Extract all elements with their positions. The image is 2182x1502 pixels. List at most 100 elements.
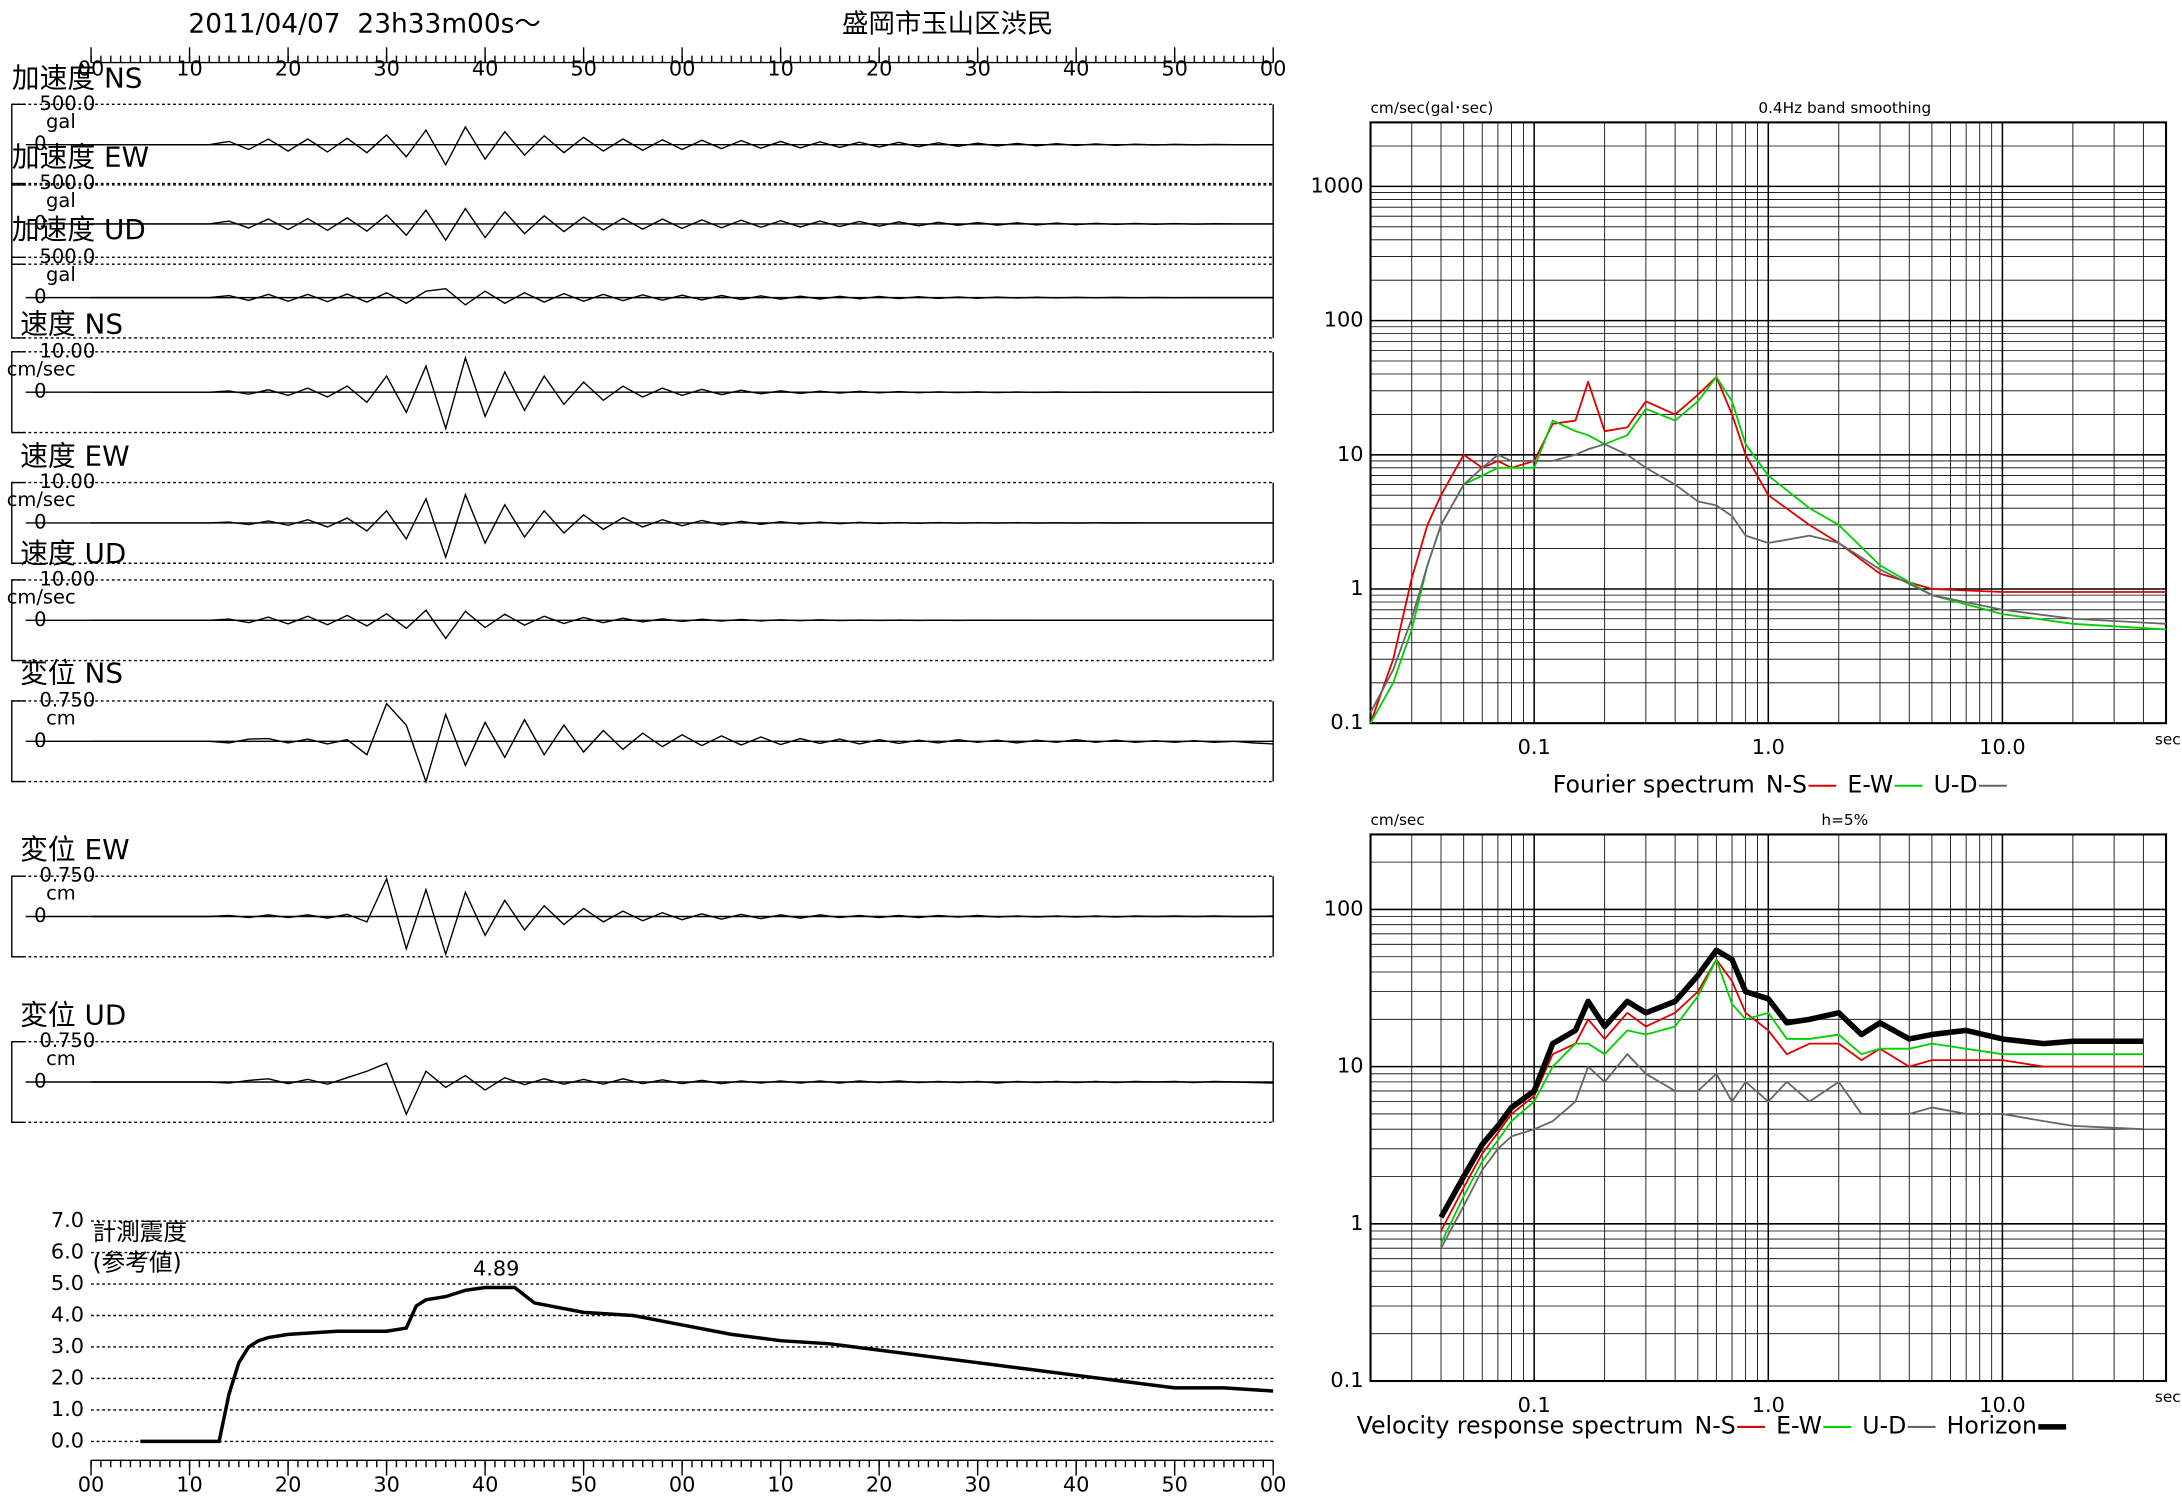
- spectrum-line: [1369, 376, 2167, 724]
- x-tick-label: 00: [78, 1472, 105, 1496]
- x-tick-label: 50: [1161, 57, 1188, 81]
- y-tick-label: 0: [34, 285, 46, 308]
- y-tick-label: 0: [34, 729, 46, 752]
- y-tick-label: 100: [1324, 896, 1364, 920]
- y-tick-label: 2.0: [51, 1365, 84, 1389]
- x-tick-label: 30: [373, 57, 400, 81]
- y-tick-label: 10.00: [39, 339, 95, 362]
- x-tick-label: 20: [866, 1472, 893, 1496]
- spectrum-line: [1440, 958, 2144, 1244]
- legend-label: N-S: [1766, 770, 1807, 798]
- unit-label: gal: [46, 189, 76, 212]
- y-tick-label: 10: [1337, 1054, 1364, 1078]
- x-axis-label: sec: [2155, 730, 2181, 748]
- y-tick-label: 0.1: [1330, 1368, 1363, 1392]
- x-tick-label: 00: [669, 1472, 696, 1496]
- y-tick-label: 0.1: [1330, 710, 1363, 734]
- legend-title: Fourier spectrum: [1553, 770, 1755, 798]
- x-tick-label: 10.0: [1979, 735, 2025, 759]
- y-tick-label: 3.0: [51, 1334, 84, 1358]
- x-tick-label: 00: [1260, 1472, 1287, 1496]
- y-tick-label: 0: [34, 211, 46, 234]
- x-tick-label: 10.0: [1979, 1393, 2025, 1417]
- y-tick-label: 7.0: [51, 1208, 84, 1232]
- y-tick-label: 10.00: [39, 567, 95, 590]
- plot-frame: [1369, 833, 2168, 1383]
- trace-title: 変位 UD: [20, 999, 126, 1032]
- y-tick-label: 4.0: [51, 1302, 84, 1326]
- trace-title: 変位 NS: [20, 657, 123, 690]
- plot-frame: [1369, 121, 2168, 725]
- unit-label: cm: [46, 707, 76, 730]
- y-tick-label: 0.750: [39, 864, 95, 887]
- x-tick-label: 0.1: [1518, 735, 1551, 759]
- y-tick-label: 0.750: [39, 688, 95, 711]
- y-tick-label: 500.0: [39, 171, 95, 194]
- unit-label: cm/sec: [7, 357, 76, 380]
- spectrum-line: [1440, 958, 2144, 1232]
- x-tick-label: 40: [472, 57, 499, 81]
- legend-label: Horizon: [1947, 1411, 2037, 1439]
- y-tick-label: 0: [34, 510, 46, 533]
- x-tick-label: 20: [275, 1472, 302, 1496]
- y-tick-label: 0: [34, 1069, 46, 1092]
- y-tick-label: 0.0: [51, 1428, 84, 1452]
- x-tick-label: 00: [669, 57, 696, 81]
- waveform-line: [91, 1062, 1274, 1117]
- x-tick-label: 0.1: [1518, 1393, 1551, 1417]
- x-tick-label: 00: [78, 57, 105, 81]
- spectrum-line: [1369, 443, 2167, 713]
- legend-label: N-S: [1695, 1411, 1736, 1439]
- trace-title: 加速度 EW: [12, 141, 149, 174]
- waveform-line: [91, 207, 1274, 242]
- unit-label: cm/sec: [7, 488, 76, 511]
- x-tick-label: 50: [570, 1472, 597, 1496]
- legend-label: E-W: [1776, 1411, 1822, 1439]
- waveform-line: [91, 288, 1274, 306]
- unit-label: gal: [46, 263, 76, 286]
- x-tick-label: 40: [1063, 1472, 1090, 1496]
- waveform-line: [91, 609, 1274, 640]
- y-tick-label: 1.0: [51, 1397, 84, 1421]
- x-tick-label: 1.0: [1752, 1393, 1785, 1417]
- y-tick-label: 10: [1337, 442, 1364, 466]
- spectrum-line: [1440, 1053, 2144, 1249]
- trace-title: 加速度 NS: [12, 61, 143, 94]
- y-axis-label: cm/sec: [1371, 811, 1425, 829]
- y-tick-label: 5.0: [51, 1271, 84, 1295]
- legend-label: E-W: [1847, 770, 1893, 798]
- y-tick-label: 1: [1350, 576, 1363, 600]
- x-tick-label: 10: [176, 1472, 203, 1496]
- x-tick-label: 50: [570, 57, 597, 81]
- x-tick-label: 20: [866, 57, 893, 81]
- trace-title: 加速度 UD: [12, 213, 146, 246]
- trace-title: 速度 EW: [20, 440, 129, 473]
- station: 盛岡市玉山区渋民: [842, 9, 1053, 40]
- x-tick-label: 00: [1260, 57, 1287, 81]
- y-tick-label: 500.0: [39, 92, 95, 115]
- chart-subtitle: h=5%: [1821, 811, 1868, 829]
- y-tick-label: 0: [34, 608, 46, 631]
- x-tick-label: 50: [1161, 1472, 1188, 1496]
- unit-label: cm: [46, 882, 76, 905]
- x-tick-label: 40: [1063, 57, 1090, 81]
- trace-title: 速度 NS: [20, 307, 123, 340]
- x-tick-label: 10: [176, 57, 203, 81]
- chart-subtitle: 0.4Hz band smoothing: [1758, 99, 1931, 117]
- x-tick-label: 10: [767, 57, 794, 81]
- y-tick-label: 500.0: [39, 245, 95, 268]
- y-tick-label: 10.00: [39, 470, 95, 493]
- chart-title: 計測震度: [92, 1218, 187, 1246]
- y-tick-label: 1: [1350, 1211, 1363, 1235]
- y-tick-label: 100: [1324, 308, 1364, 332]
- x-tick-label: 40: [472, 1472, 499, 1496]
- x-tick-label: 30: [964, 57, 991, 81]
- x-axis-label: sec: [2155, 1388, 2181, 1406]
- trace-title: 速度 UD: [20, 537, 126, 570]
- x-tick-label: 1.0: [1752, 735, 1785, 759]
- trace-title: 変位 EW: [20, 833, 129, 866]
- y-axis-label: cm/sec(gal･sec): [1371, 99, 1494, 117]
- x-tick-label: 30: [373, 1472, 400, 1496]
- y-tick-label: 0.750: [39, 1029, 95, 1052]
